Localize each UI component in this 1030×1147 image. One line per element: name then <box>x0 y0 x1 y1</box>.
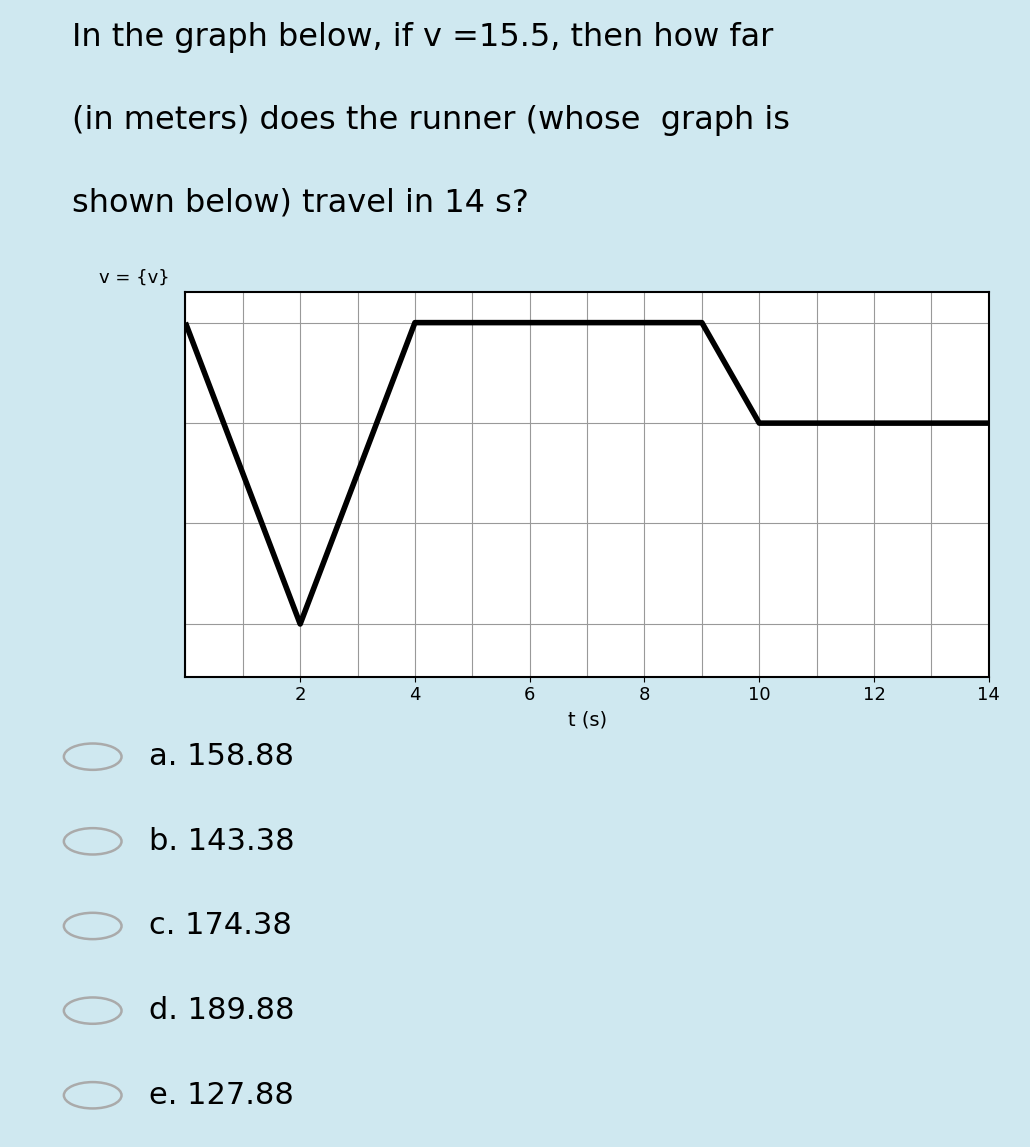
Text: b. 143.38: b. 143.38 <box>149 827 295 856</box>
Text: v = {v}: v = {v} <box>99 268 170 287</box>
Text: c. 174.38: c. 174.38 <box>149 912 293 941</box>
Text: a. 158.88: a. 158.88 <box>149 742 295 771</box>
Text: (in meters) does the runner (whose  graph is: (in meters) does the runner (whose graph… <box>72 104 790 135</box>
X-axis label: t (s): t (s) <box>568 710 607 729</box>
Text: In the graph below, if v =15.5, then how far: In the graph below, if v =15.5, then how… <box>72 22 774 53</box>
Text: e. 127.88: e. 127.88 <box>149 1080 295 1110</box>
Text: d. 189.88: d. 189.88 <box>149 996 295 1025</box>
Text: shown below) travel in 14 s?: shown below) travel in 14 s? <box>72 187 529 218</box>
